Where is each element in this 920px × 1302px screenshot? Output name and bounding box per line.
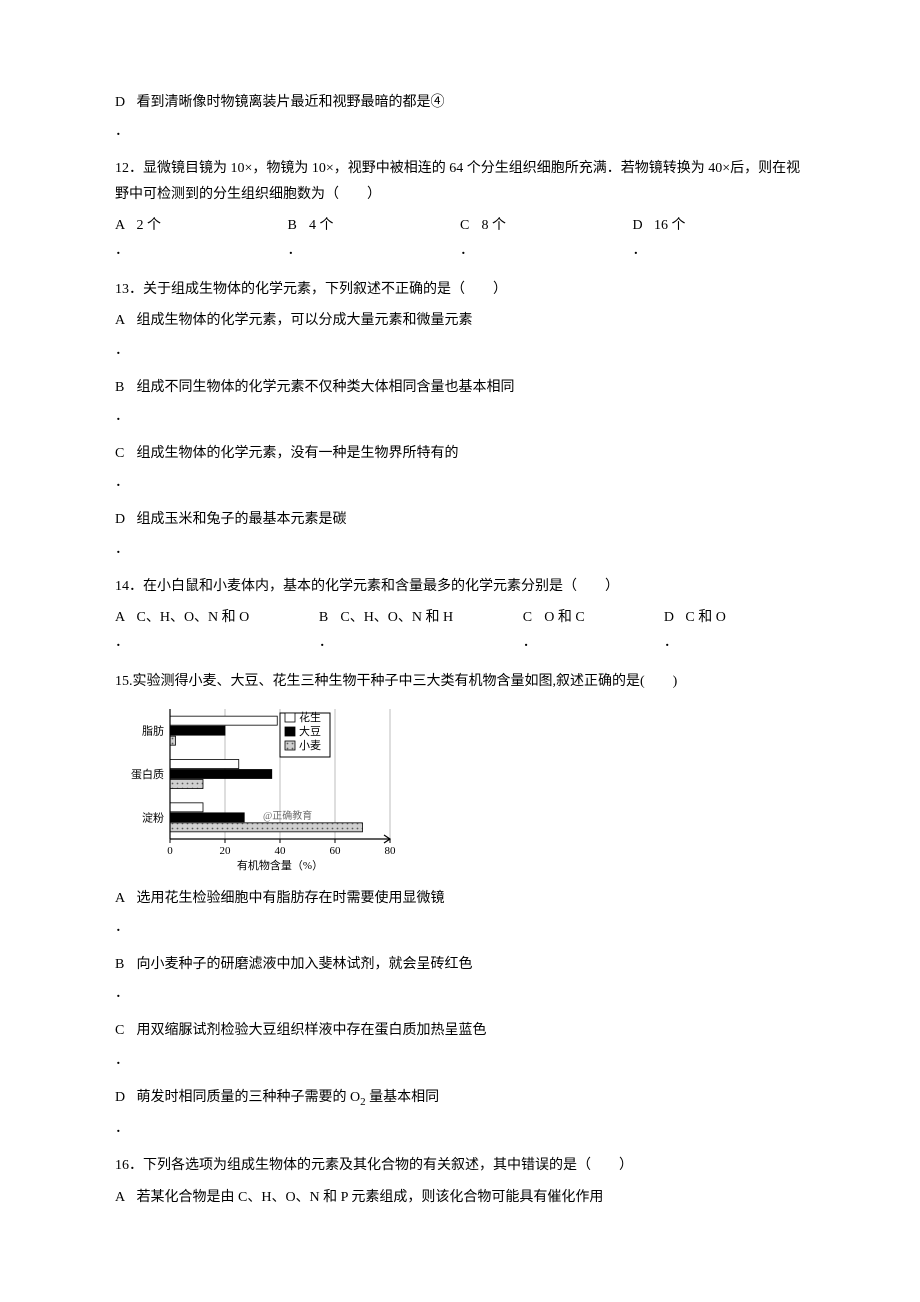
dot: ．: [460, 238, 633, 263]
q15-opt-c: C 用双缩脲试剂检验大豆组织样液中存在蛋白质加热呈蓝色: [115, 1018, 805, 1043]
q14-opt-d: D C 和 O: [664, 605, 805, 630]
q12-opt-a: A 2 个: [115, 213, 288, 238]
svg-text:0: 0: [167, 845, 173, 857]
dot: ．: [115, 915, 805, 940]
option-label: C: [115, 1018, 133, 1043]
dot: ．: [288, 238, 461, 263]
q16-stem: 16．下列各选项为组成生物体的元素及其化合物的有关叙述，其中错误的是（ ）: [115, 1153, 805, 1178]
option-text: 看到清晰像时物镜离装片最近和视野最暗的都是④: [137, 95, 445, 110]
option-label: B: [319, 605, 337, 630]
dot: ．: [115, 238, 288, 263]
option-label: B: [115, 375, 133, 400]
option-text: 萌发时相同质量的三种种子需要的 O2 量基本相同: [137, 1090, 440, 1105]
dot: ．: [115, 470, 805, 495]
svg-text:花生: 花生: [299, 710, 321, 724]
svg-text:@正确教育: @正确教育: [263, 809, 312, 822]
option-text: 4 个: [309, 218, 334, 233]
q14-stem: 14．在小白鼠和小麦体内，基本的化学元素和含量最多的化学元素分别是（ ）: [115, 574, 805, 599]
svg-text:有机物含量（%）: 有机物含量（%）: [237, 858, 323, 872]
option-label: B: [288, 213, 306, 238]
q13-stem: 13．关于组成生物体的化学元素，下列叙述不正确的是（ ）: [115, 277, 805, 302]
svg-text:20: 20: [220, 845, 232, 857]
text-pre: 萌发时相同质量的三种种子需要的 O: [137, 1090, 361, 1105]
q13-opt-b: B 组成不同生物体的化学元素不仅种类大体相同含量也基本相同: [115, 375, 805, 400]
q13-opt-d: D 组成玉米和兔子的最基本元素是碳: [115, 507, 805, 532]
option-label: B: [115, 952, 133, 977]
q15-opt-a: A 选用花生检验细胞中有脂肪存在时需要使用显微镜: [115, 886, 805, 911]
option-label: D: [115, 90, 133, 115]
option-text: 若某化合物是由 C、H、O、N 和 P 元素组成，则该化合物可能具有催化作用: [137, 1190, 604, 1205]
dot: ．: [115, 119, 805, 144]
q12-stem: 12．显微镜目镜为 10×，物镜为 10×，视野中被相连的 64 个分生组织细胞…: [115, 156, 805, 206]
q14-options: A C、H、O、N 和 O B C、H、O、N 和 H C O 和 C D C …: [115, 605, 805, 630]
option-text: 组成不同生物体的化学元素不仅种类大体相同含量也基本相同: [137, 380, 515, 395]
option-text: C、H、O、N 和 H: [340, 610, 453, 625]
q13-opt-c: C 组成生物体的化学元素，没有一种是生物界所特有的: [115, 441, 805, 466]
svg-text:60: 60: [330, 845, 342, 857]
q15-chart: 脂肪蛋白质淀粉 0 20 40 60 80 有机物含量（%） @正确教育 花生大豆小麦: [115, 701, 805, 876]
option-label: C: [460, 213, 478, 238]
option-text: 16 个: [654, 218, 686, 233]
option-label: A: [115, 605, 133, 630]
bar-chart-svg: 脂肪蛋白质淀粉 0 20 40 60 80 有机物含量（%） @正确教育 花生大豆小麦: [115, 701, 405, 876]
dot: ．: [319, 630, 523, 655]
option-text: 8 个: [482, 218, 507, 233]
option-text: O 和 C: [544, 610, 584, 625]
option-label: A: [115, 886, 133, 911]
option-text: 组成玉米和兔子的最基本元素是碳: [137, 512, 347, 527]
q12-opt-d: D 16 个: [633, 213, 806, 238]
svg-text:脂肪: 脂肪: [142, 723, 164, 737]
option-text: 向小麦种子的研磨滤液中加入斐林试剂，就会呈砖红色: [137, 957, 473, 972]
text-post: 量基本相同: [366, 1090, 440, 1105]
option-text: C 和 O: [685, 610, 725, 625]
option-label: D: [115, 1085, 133, 1110]
option-text: 2 个: [137, 218, 162, 233]
dot: ．: [664, 630, 805, 655]
q12-opt-c: C 8 个: [460, 213, 633, 238]
dot: ．: [115, 1048, 805, 1073]
q13-opt-a: A 组成生物体的化学元素，可以分成大量元素和微量元素: [115, 308, 805, 333]
dot: ．: [115, 537, 805, 562]
dot: ．: [115, 338, 805, 363]
q15-stem: 15.实验测得小麦、大豆、花生三种生物干种子中三大类有机物含量如图,叙述正确的是…: [115, 669, 805, 694]
dot: ．: [115, 981, 805, 1006]
dot: ．: [523, 630, 664, 655]
option-label: A: [115, 1185, 133, 1210]
q11-option-d: D 看到清晰像时物镜离装片最近和视野最暗的都是④: [115, 90, 805, 115]
option-text: 用双缩脲试剂检验大豆组织样液中存在蛋白质加热呈蓝色: [137, 1023, 487, 1038]
q14-opt-a: A C、H、O、N 和 O: [115, 605, 319, 630]
dot: ．: [115, 404, 805, 429]
q16-opt-a: A 若某化合物是由 C、H、O、N 和 P 元素组成，则该化合物可能具有催化作用: [115, 1185, 805, 1210]
q15-opt-d: D 萌发时相同质量的三种种子需要的 O2 量基本相同: [115, 1085, 805, 1113]
svg-text:淀粉: 淀粉: [142, 810, 164, 824]
option-label: A: [115, 308, 133, 333]
option-text: C、H、O、N 和 O: [137, 610, 250, 625]
q14-opt-b: B C、H、O、N 和 H: [319, 605, 523, 630]
q12-dots: ． ． ． ．: [115, 238, 805, 263]
option-label: D: [633, 213, 651, 238]
page: D 看到清晰像时物镜离装片最近和视野最暗的都是④ ． 12．显微镜目镜为 10×…: [0, 0, 920, 1302]
option-text: 组成生物体的化学元素，没有一种是生物界所特有的: [137, 446, 459, 461]
option-label: D: [115, 507, 133, 532]
option-label: D: [664, 605, 682, 630]
q12-opt-b: B 4 个: [288, 213, 461, 238]
q14-dots: ． ． ． ．: [115, 630, 805, 655]
option-text: 选用花生检验细胞中有脂肪存在时需要使用显微镜: [137, 891, 445, 906]
svg-text:80: 80: [385, 845, 397, 857]
svg-text:小麦: 小麦: [299, 739, 321, 752]
option-label: C: [115, 441, 133, 466]
dot: ．: [633, 238, 806, 263]
q15-opt-b: B 向小麦种子的研磨滤液中加入斐林试剂，就会呈砖红色: [115, 952, 805, 977]
dot: ．: [115, 630, 319, 655]
svg-text:大豆: 大豆: [299, 724, 321, 738]
dot: ．: [115, 1116, 805, 1141]
q14-opt-c: C O 和 C: [523, 605, 664, 630]
option-label: A: [115, 213, 133, 238]
svg-text:蛋白质: 蛋白质: [131, 767, 164, 781]
option-text: 组成生物体的化学元素，可以分成大量元素和微量元素: [137, 313, 473, 328]
svg-text:40: 40: [275, 845, 287, 857]
option-label: C: [523, 605, 541, 630]
q12-options: A 2 个 B 4 个 C 8 个 D 16 个: [115, 213, 805, 238]
